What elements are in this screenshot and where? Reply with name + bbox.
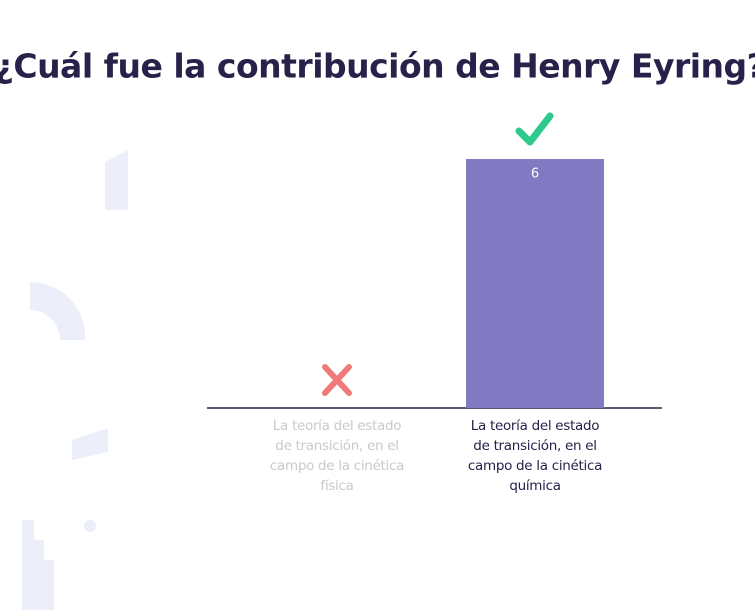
- shape: [84, 520, 96, 532]
- shape: [22, 520, 54, 610]
- shape: [72, 428, 108, 460]
- x-tick-label: La teoría del estado de transición, en e…: [467, 418, 603, 494]
- chart-title: ¿Cuál fue la contribución de Henry Eyrin…: [0, 47, 755, 86]
- bar: [466, 159, 604, 408]
- shape: [105, 150, 128, 210]
- bar-value-label: 6: [531, 167, 539, 182]
- x-label-box: La teoría del estado de transición, en e…: [467, 418, 603, 494]
- x-tick-label: La teoría del estado de transición, en e…: [269, 418, 405, 494]
- x-label-box: La teoría del estado de transición, en e…: [269, 418, 405, 494]
- decoration: [22, 150, 128, 610]
- incorrect-icon: [322, 364, 352, 396]
- shape: [30, 281, 86, 340]
- correct-icon: [515, 112, 554, 146]
